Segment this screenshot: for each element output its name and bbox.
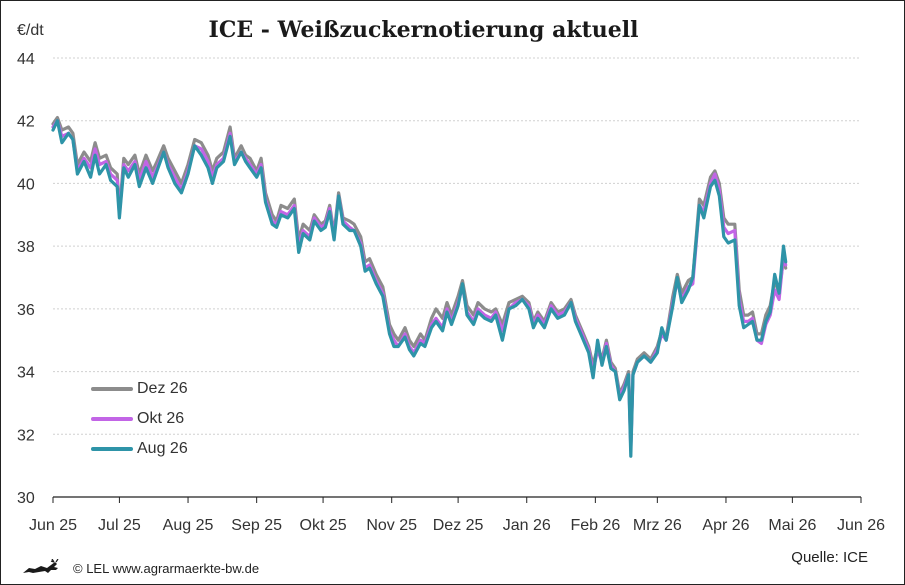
y-unit-label: €/dt bbox=[17, 22, 44, 39]
legend-label-dez26: Dez 26 bbox=[137, 380, 188, 397]
x-tick-label: Mai 26 bbox=[768, 517, 816, 534]
chart-title: ICE - Weißzuckernotierung aktuell bbox=[208, 17, 639, 43]
y-tick-label: 34 bbox=[17, 365, 35, 382]
y-tick-label: 44 bbox=[17, 51, 35, 68]
legend-swatch-okt26 bbox=[91, 417, 133, 421]
legend-item-aug26: Aug 26 bbox=[91, 434, 188, 464]
y-tick-label: 42 bbox=[17, 114, 35, 131]
x-tick-label: Sep 25 bbox=[231, 517, 282, 534]
copyright-text: © LEL www.agrarmaerkte-bw.de bbox=[73, 560, 260, 576]
x-tick-label: Nov 25 bbox=[366, 517, 417, 534]
legend-label-aug26: Aug 26 bbox=[137, 440, 188, 457]
footer-copyright: © LEL www.agrarmaerkte-bw.de bbox=[21, 559, 259, 577]
x-tick-label: Mrz 26 bbox=[633, 517, 682, 534]
x-tick-label: Feb 26 bbox=[570, 517, 620, 534]
y-tick-label: 40 bbox=[17, 176, 35, 193]
legend-swatch-aug26 bbox=[91, 447, 133, 451]
y-tick-label: 36 bbox=[17, 302, 35, 319]
x-tick-label: Jan 26 bbox=[503, 517, 551, 534]
stag-logo-icon bbox=[23, 559, 59, 573]
x-tick-label: Apr 26 bbox=[702, 517, 749, 534]
x-tick-label: Aug 25 bbox=[163, 517, 214, 534]
x-tick-label: Jul 25 bbox=[98, 517, 141, 534]
legend-swatch-dez26 bbox=[91, 387, 133, 391]
series-line-aug26 bbox=[51, 119, 788, 458]
legend-item-okt26: Okt 26 bbox=[91, 404, 188, 434]
x-tick-label: Jun 26 bbox=[837, 517, 885, 534]
x-tick-label: Okt 25 bbox=[300, 517, 347, 534]
y-tick-label: 30 bbox=[17, 490, 35, 507]
legend-label-okt26: Okt 26 bbox=[137, 410, 185, 427]
x-tick-label: Jun 25 bbox=[29, 517, 77, 534]
legend: Dez 26 Okt 26 Aug 26 bbox=[91, 374, 188, 464]
legend-item-dez26: Dez 26 bbox=[91, 374, 188, 404]
x-tick-label: Dez 25 bbox=[433, 517, 484, 534]
y-tick-label: 32 bbox=[17, 427, 35, 444]
source-text: Quelle: ICE bbox=[791, 549, 868, 566]
y-tick-label: 38 bbox=[17, 239, 35, 256]
